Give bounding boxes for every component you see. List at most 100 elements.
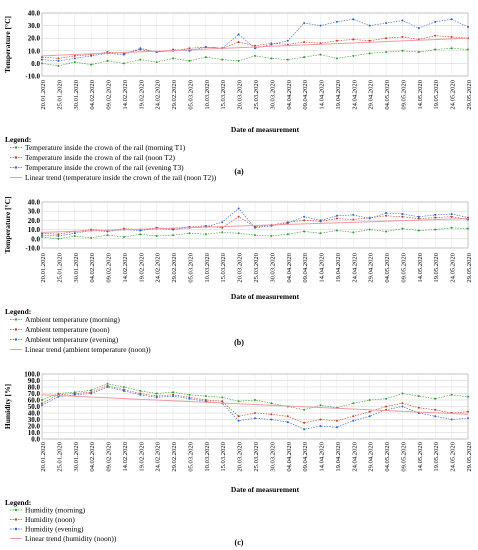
y-axis-label: Temperature [°C] [3,197,12,254]
x-tick-label: 25.01.2020 [56,79,63,109]
y-tick-label: 10.0 [28,47,41,55]
data-point [237,59,240,62]
data-point [106,234,109,237]
data-point [319,53,322,56]
data-point [385,51,388,54]
data-point [352,231,355,234]
data-point [368,415,371,418]
data-point [335,39,338,42]
x-tick-label: 20.03.2020 [237,79,244,109]
data-point [106,382,109,385]
y-tick-label: 50.0 [28,403,41,411]
data-point [434,48,437,51]
data-point [385,405,388,408]
x-tick-label: 19.05.2020 [433,441,440,471]
data-point [172,395,175,398]
data-point [73,393,76,396]
x-tick-label: 14.02.2020 [122,79,129,109]
data-point [139,229,142,232]
data-point [467,410,469,413]
data-point [204,233,207,236]
data-point [122,386,125,388]
x-tick-label: 09.04.2020 [302,441,309,471]
data-point [139,58,142,61]
data-point [90,392,93,395]
data-point [467,25,469,28]
data-point [319,404,322,407]
data-point [401,212,404,215]
x-tick-label: 05.03.2020 [187,79,194,109]
legend-marker [14,318,18,321]
x-tick-label: 09.05.2020 [400,252,407,282]
data-point [57,235,60,238]
data-point [270,418,273,421]
data-point [319,418,322,421]
data-point [319,24,322,27]
legend-entry: Linear trend (temperature inside the cro… [25,173,217,182]
data-point [286,58,289,61]
x-tick-label: 09.04.2020 [302,79,309,109]
data-point [368,399,371,401]
x-tick-label: 25.03.2020 [253,252,260,282]
data-point [352,402,355,405]
x-tick-label: 29.02.2020 [171,441,178,471]
data-point [434,20,437,23]
data-point [106,386,109,388]
legend-title: Legend: [5,135,31,144]
data-point [221,231,224,234]
x-tick-label: 24.02.2020 [155,79,162,109]
y-tick-label: 40.0 [28,410,41,418]
x-tick-label: 14.05.2020 [417,252,424,282]
x-tick-label: 04.02.2020 [89,441,96,471]
y-tick-label: 70.0 [28,390,41,398]
x-tick-label: 14.05.2020 [417,441,424,471]
data-point [434,397,437,400]
data-point [90,54,93,57]
data-point [303,56,306,59]
data-point [417,406,420,409]
chart-panel-2: -10.0 0.010.020.030.040.0 20.01.2020 25.01.… [3,197,473,354]
data-point [172,228,175,231]
legend-marker [14,527,18,531]
data-point [352,218,355,221]
data-point [41,402,43,405]
data-point [303,22,306,25]
legend-entry: Humidity (morning) [25,506,86,515]
data-point [57,59,60,62]
y-axis-label: Temperature [°C] [3,16,12,73]
data-point [450,226,453,229]
x-tick-label: 19.02.2020 [138,441,145,471]
x-tick-label: 15.03.2020 [220,441,227,471]
legend-entry: Linear trend (humidity (noon)) [25,534,117,543]
data-point [139,47,142,50]
data-point [172,57,175,60]
data-point [467,395,469,398]
data-point [352,213,355,216]
data-point [57,64,60,67]
data-point [221,221,224,224]
data-point [385,212,388,215]
data-point [368,228,371,231]
data-point [417,229,420,232]
panel-label: (b) [234,338,244,347]
data-point [434,228,437,231]
data-point [237,207,240,210]
legend-entry: Linear trend (ambient temperature (noon)… [25,345,151,354]
data-point [204,56,207,59]
x-tick-label: 15.03.2020 [220,252,227,282]
x-tick-label: 20.01.2020 [40,441,47,471]
data-point [41,58,43,61]
x-tick-label: 25.01.2020 [56,441,63,471]
data-point [335,57,338,60]
y-tick-label: 30.0 [28,22,41,30]
data-point [319,425,322,427]
legend-entry: Ambient temperature (noon) [25,325,110,334]
data-point [434,408,437,411]
legend-entry: Temperature inside the crown of the rail… [25,163,184,172]
y-tick-label: -10.0 [25,245,40,253]
x-tick-label: 30.03.2020 [269,441,276,471]
data-point [90,63,93,66]
y-tick-label: 30.0 [28,416,41,424]
data-point [434,34,437,37]
x-tick-label: 19.05.2020 [433,79,440,109]
